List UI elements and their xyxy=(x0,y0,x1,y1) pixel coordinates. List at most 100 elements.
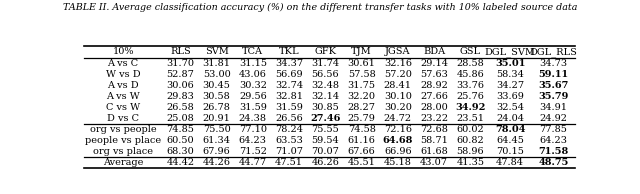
Text: 46.26: 46.26 xyxy=(312,158,339,167)
Text: 32.54: 32.54 xyxy=(496,103,524,112)
Text: 52.87: 52.87 xyxy=(166,70,195,79)
Text: 64.45: 64.45 xyxy=(496,136,524,145)
Text: TKL: TKL xyxy=(279,48,300,56)
Text: 32.48: 32.48 xyxy=(312,81,339,90)
Text: 30.61: 30.61 xyxy=(348,59,376,68)
Text: 27.66: 27.66 xyxy=(420,92,448,101)
Text: 35.01: 35.01 xyxy=(495,59,525,68)
Text: 30.32: 30.32 xyxy=(239,81,267,90)
Text: 56.69: 56.69 xyxy=(275,70,303,79)
Text: 43.07: 43.07 xyxy=(420,158,448,167)
Text: 31.75: 31.75 xyxy=(348,81,376,90)
Text: 58.71: 58.71 xyxy=(420,136,448,145)
Text: 60.82: 60.82 xyxy=(456,136,484,145)
Text: A vs C: A vs C xyxy=(108,59,139,68)
Text: 29.56: 29.56 xyxy=(239,92,267,101)
Text: 24.92: 24.92 xyxy=(540,114,568,123)
Text: 71.07: 71.07 xyxy=(275,147,303,156)
Text: SVM: SVM xyxy=(205,48,228,56)
Text: 43.06: 43.06 xyxy=(239,70,267,79)
Text: TJM: TJM xyxy=(351,48,372,56)
Text: TABLE II. Average classification accuracy (%) on the different transfer tasks wi: TABLE II. Average classification accurac… xyxy=(63,3,577,12)
Text: 30.10: 30.10 xyxy=(384,92,412,101)
Text: org vs place: org vs place xyxy=(93,147,153,156)
Text: 57.58: 57.58 xyxy=(348,70,376,79)
Text: 61.16: 61.16 xyxy=(348,136,376,145)
Text: 64.68: 64.68 xyxy=(383,136,413,145)
Text: 45.86: 45.86 xyxy=(456,70,484,79)
Text: DGL_SVM: DGL_SVM xyxy=(484,47,536,57)
Text: 20.91: 20.91 xyxy=(203,114,230,123)
Text: 67.66: 67.66 xyxy=(348,147,376,156)
Text: 72.16: 72.16 xyxy=(384,125,412,134)
Text: 34.37: 34.37 xyxy=(275,59,303,68)
Text: 31.74: 31.74 xyxy=(311,59,339,68)
Text: 31.59: 31.59 xyxy=(239,103,267,112)
Text: 32.20: 32.20 xyxy=(348,92,376,101)
Text: 30.06: 30.06 xyxy=(166,81,194,90)
Text: 44.77: 44.77 xyxy=(239,158,267,167)
Text: 58.34: 58.34 xyxy=(496,70,524,79)
Text: 72.68: 72.68 xyxy=(420,125,448,134)
Text: 64.23: 64.23 xyxy=(540,136,568,145)
Text: A vs D: A vs D xyxy=(108,81,139,90)
Text: 77.85: 77.85 xyxy=(540,125,567,134)
Text: 78.04: 78.04 xyxy=(495,125,525,134)
Text: people vs place: people vs place xyxy=(85,136,161,145)
Text: 30.85: 30.85 xyxy=(312,103,339,112)
Text: D vs C: D vs C xyxy=(107,114,139,123)
Text: 71.58: 71.58 xyxy=(538,147,568,156)
Text: 31.70: 31.70 xyxy=(166,59,195,68)
Text: 25.76: 25.76 xyxy=(456,92,484,101)
Text: C vs W: C vs W xyxy=(106,103,140,112)
Text: 57.20: 57.20 xyxy=(384,70,412,79)
Text: 30.45: 30.45 xyxy=(203,81,230,90)
Text: 35.67: 35.67 xyxy=(538,81,568,90)
Text: 66.96: 66.96 xyxy=(384,147,412,156)
Text: 75.50: 75.50 xyxy=(203,125,230,134)
Text: GFK: GFK xyxy=(314,48,337,56)
Text: 32.81: 32.81 xyxy=(275,92,303,101)
Text: 24.72: 24.72 xyxy=(384,114,412,123)
Text: TCA: TCA xyxy=(243,48,264,56)
Text: BDA: BDA xyxy=(423,48,445,56)
Text: 59.54: 59.54 xyxy=(312,136,339,145)
Text: 71.52: 71.52 xyxy=(239,147,267,156)
Text: 26.58: 26.58 xyxy=(166,103,194,112)
Text: 28.27: 28.27 xyxy=(348,103,376,112)
Text: 28.41: 28.41 xyxy=(384,81,412,90)
Text: 26.78: 26.78 xyxy=(203,103,230,112)
Text: 26.56: 26.56 xyxy=(275,114,303,123)
Text: 75.55: 75.55 xyxy=(312,125,339,134)
Text: 25.08: 25.08 xyxy=(166,114,194,123)
Text: 25.79: 25.79 xyxy=(348,114,376,123)
Text: 33.69: 33.69 xyxy=(496,92,524,101)
Text: A vs W: A vs W xyxy=(106,92,140,101)
Text: org vs people: org vs people xyxy=(90,125,156,134)
Text: 29.14: 29.14 xyxy=(420,59,448,68)
Text: 45.18: 45.18 xyxy=(384,158,412,167)
Text: DGL_RLS: DGL_RLS xyxy=(529,47,577,57)
Text: 28.00: 28.00 xyxy=(420,103,448,112)
Text: 47.84: 47.84 xyxy=(496,158,524,167)
Text: 74.85: 74.85 xyxy=(166,125,195,134)
Text: 34.73: 34.73 xyxy=(540,59,568,68)
Text: 23.22: 23.22 xyxy=(420,114,448,123)
Text: JGSA: JGSA xyxy=(385,48,411,56)
Text: 32.14: 32.14 xyxy=(311,92,339,101)
Text: GSL: GSL xyxy=(460,48,481,56)
Text: 57.63: 57.63 xyxy=(420,70,448,79)
Text: 27.46: 27.46 xyxy=(310,114,340,123)
Text: 28.58: 28.58 xyxy=(456,59,484,68)
Text: 32.74: 32.74 xyxy=(275,81,303,90)
Text: 68.30: 68.30 xyxy=(166,147,194,156)
Text: 64.23: 64.23 xyxy=(239,136,267,145)
Text: 77.10: 77.10 xyxy=(239,125,267,134)
Text: 30.58: 30.58 xyxy=(203,92,230,101)
Text: 45.51: 45.51 xyxy=(348,158,376,167)
Text: 24.04: 24.04 xyxy=(496,114,524,123)
Text: 58.96: 58.96 xyxy=(456,147,484,156)
Text: 24.38: 24.38 xyxy=(239,114,267,123)
Text: 60.02: 60.02 xyxy=(456,125,484,134)
Text: 63.53: 63.53 xyxy=(275,136,303,145)
